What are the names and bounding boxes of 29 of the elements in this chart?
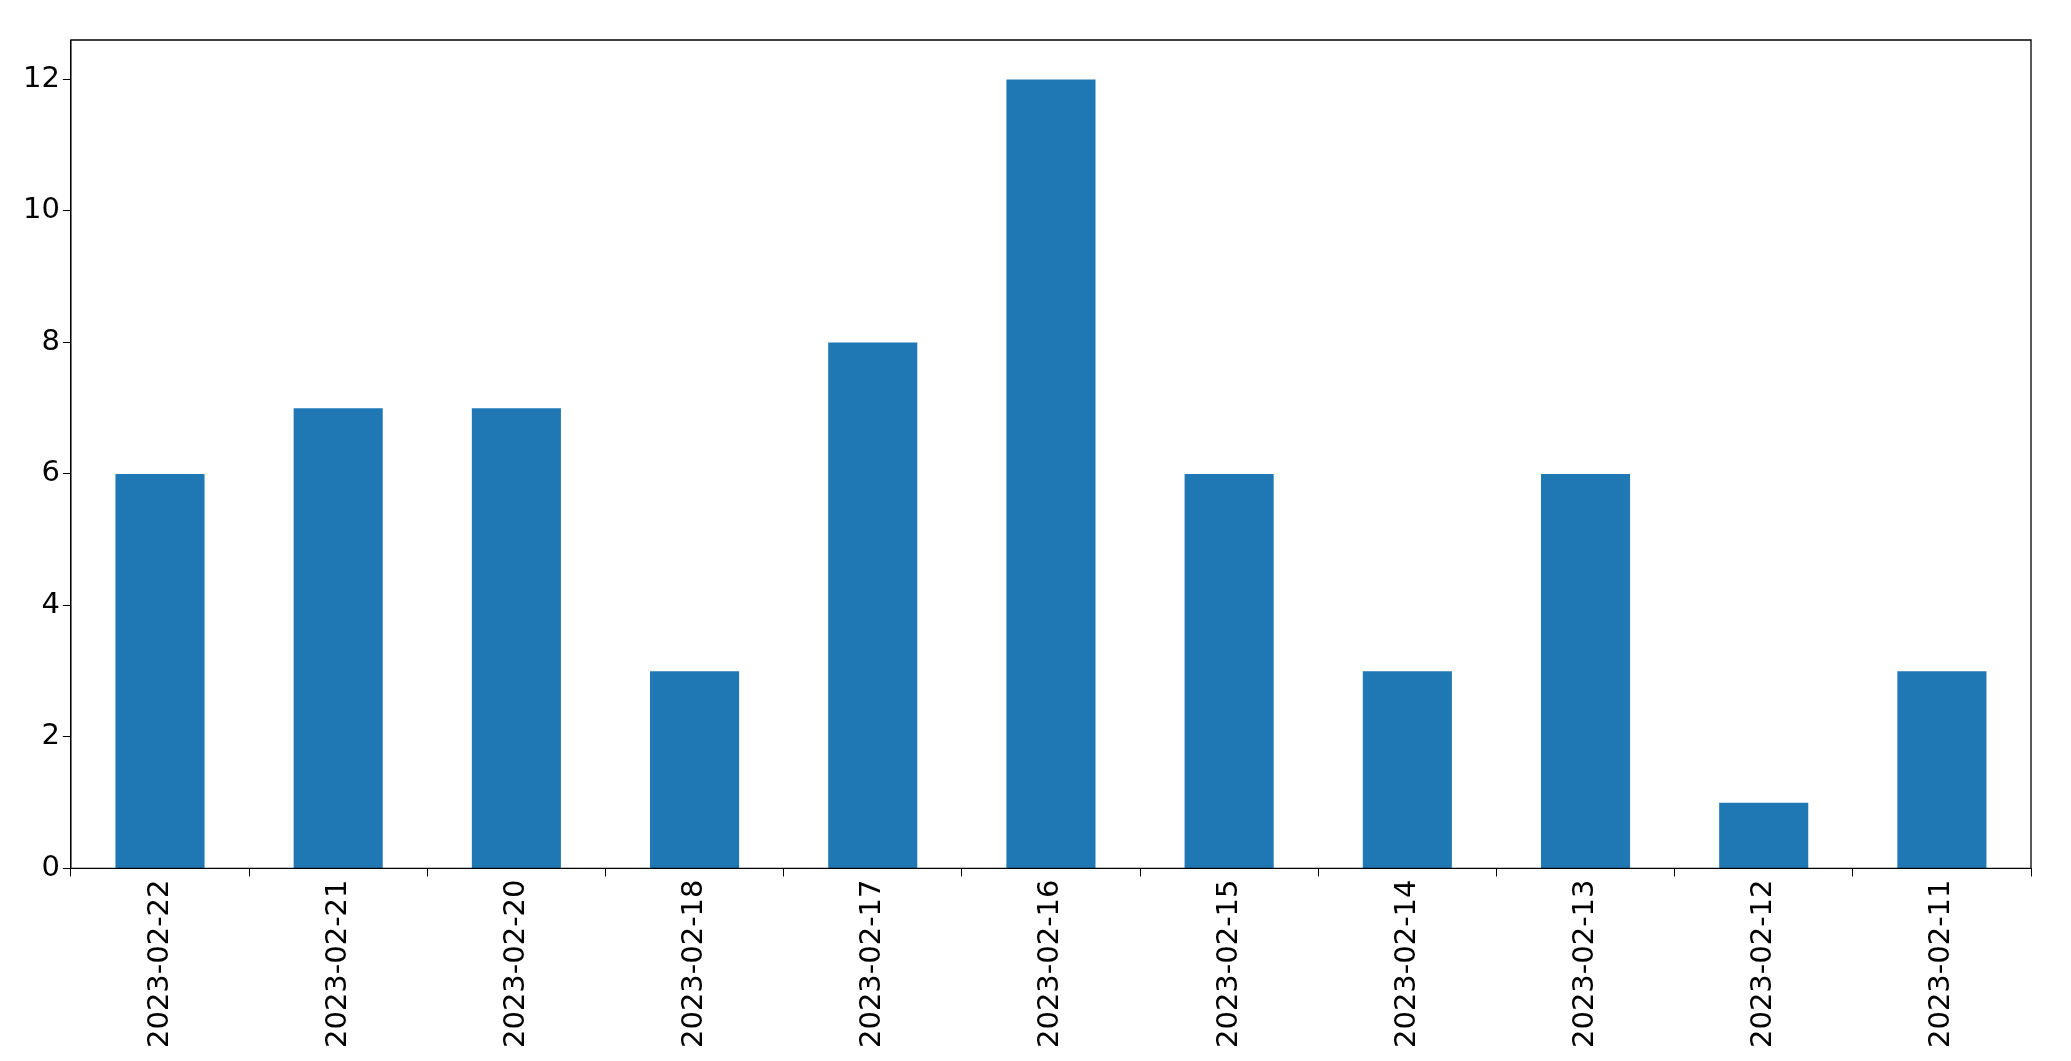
bar bbox=[1540, 473, 1631, 868]
x-tick-label: 2023-02-18 bbox=[675, 879, 710, 1049]
x-tick-label: 2023-02-15 bbox=[1209, 879, 1244, 1049]
x-tick-label: 2023-02-13 bbox=[1566, 879, 1601, 1049]
bar bbox=[1184, 473, 1274, 868]
y-tick-label: 0 bbox=[41, 849, 60, 883]
y-tick-label: 4 bbox=[41, 585, 60, 620]
y-tick-label: 2 bbox=[41, 717, 60, 752]
bar bbox=[650, 671, 740, 868]
x-tick-label: 2023-02-11 bbox=[1922, 879, 1957, 1049]
bar bbox=[1006, 79, 1096, 868]
bar bbox=[115, 473, 205, 868]
y-tick-label: 10 bbox=[23, 191, 60, 226]
bar bbox=[471, 408, 561, 868]
x-tick-label: 2023-02-20 bbox=[496, 879, 531, 1049]
y-tick-label: 8 bbox=[41, 322, 60, 357]
x-tick-label: 2023-02-21 bbox=[318, 879, 353, 1049]
bar bbox=[828, 342, 918, 868]
y-tick-label: 12 bbox=[23, 59, 60, 94]
bar bbox=[1897, 671, 1987, 868]
bar bbox=[293, 408, 383, 868]
y-tick-label: 6 bbox=[41, 454, 60, 489]
x-tick-label: 2023-02-17 bbox=[853, 879, 888, 1049]
x-tick-label: 2023-02-12 bbox=[1744, 879, 1779, 1049]
bar bbox=[1362, 671, 1452, 868]
x-tick-label: 2023-02-16 bbox=[1031, 879, 1066, 1049]
bar bbox=[1719, 802, 1809, 868]
x-tick-label: 2023-02-14 bbox=[1387, 879, 1422, 1049]
x-tick-label: 2023-02-22 bbox=[140, 879, 175, 1049]
